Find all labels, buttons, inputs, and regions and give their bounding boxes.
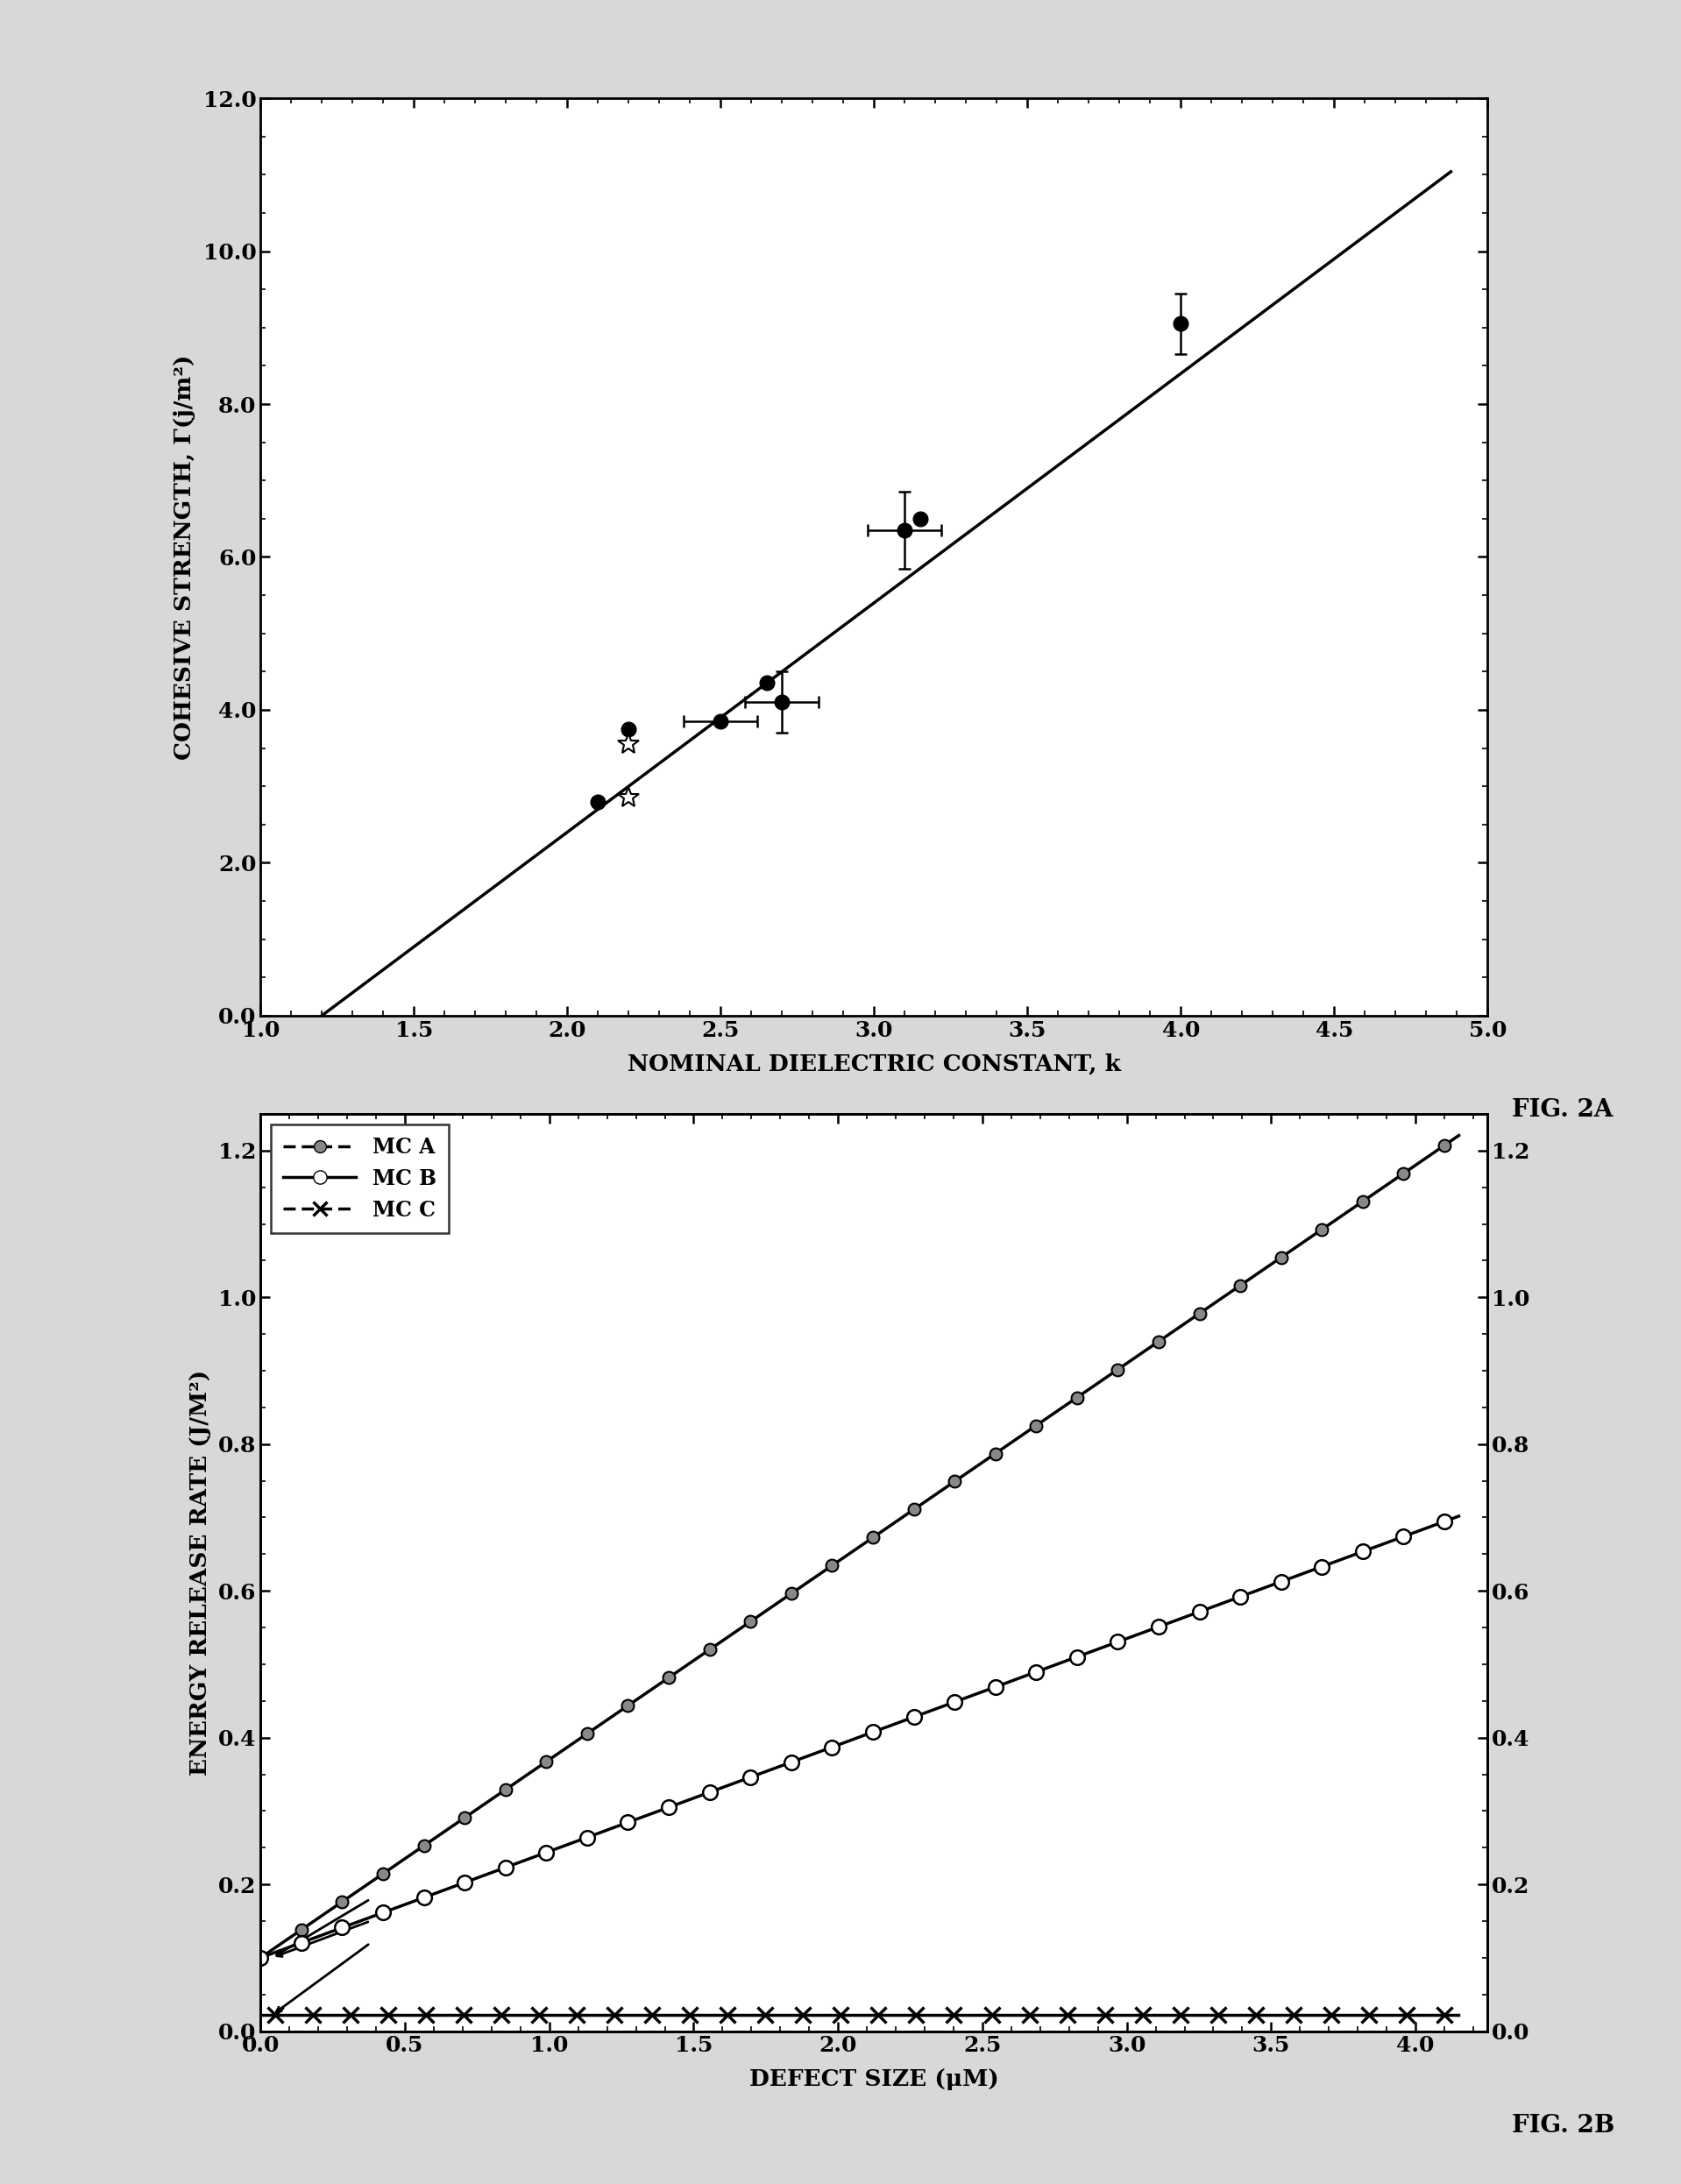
Text: FIG. 2B: FIG. 2B	[1513, 2114, 1615, 2138]
Y-axis label: ENERGY RELEASE RATE (J/M²): ENERGY RELEASE RATE (J/M²)	[188, 1369, 212, 1776]
Legend: MC A, MC B, MC C: MC A, MC B, MC C	[271, 1125, 449, 1232]
X-axis label: NOMINAL DIELECTRIC CONSTANT, k: NOMINAL DIELECTRIC CONSTANT, k	[627, 1053, 1121, 1075]
Text: FIG. 2A: FIG. 2A	[1513, 1099, 1614, 1123]
X-axis label: DEFECT SIZE (μM): DEFECT SIZE (μM)	[750, 2068, 999, 2090]
Y-axis label: COHESIVE STRENGTH, Γ(j/m²): COHESIVE STRENGTH, Γ(j/m²)	[173, 354, 195, 760]
